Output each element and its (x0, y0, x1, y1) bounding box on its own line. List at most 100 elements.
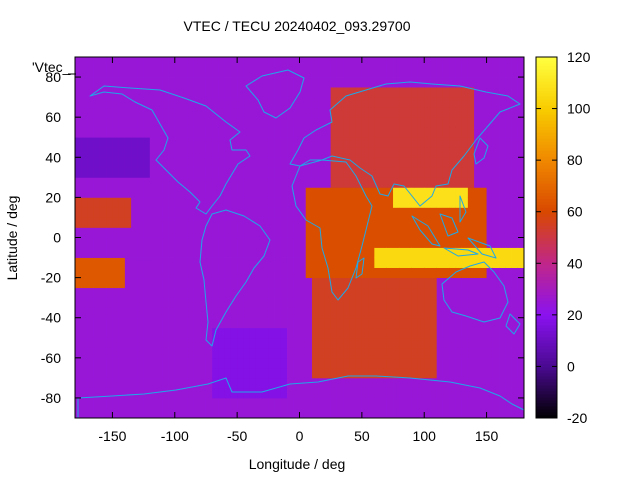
heatmap-cell (218, 387, 226, 399)
heatmap-cell (405, 97, 413, 108)
heatmap-cell (318, 207, 325, 218)
colorbar-segment (536, 408, 557, 413)
heatmap-cell (318, 137, 325, 148)
heatmap-cell (124, 167, 132, 178)
heatmap-cell (156, 357, 163, 369)
colorbar-segment (536, 243, 557, 248)
heatmap-cell (93, 157, 101, 168)
colorbar-segment (536, 291, 557, 296)
heatmap-cell (386, 117, 394, 128)
heatmap-cell (124, 347, 132, 359)
heatmap-cell (492, 227, 500, 238)
heatmap-cell (411, 387, 419, 399)
heatmap-cell (511, 227, 519, 238)
heatmap-cell (424, 127, 431, 138)
heatmap-cell (124, 267, 132, 279)
heatmap-cell (118, 297, 126, 309)
heatmap-cell (268, 67, 275, 78)
heatmap-cell (262, 257, 269, 268)
heatmap-cell (237, 87, 244, 98)
heatmap-cell (199, 137, 207, 148)
heatmap-cell (287, 287, 294, 299)
colorbar-segment (536, 123, 557, 127)
heatmap-cell (230, 167, 238, 178)
heatmap-cell (311, 147, 319, 158)
heatmap-cell (474, 177, 481, 188)
heatmap-cell (218, 117, 226, 128)
heatmap-cell (417, 67, 425, 78)
heatmap-cell (280, 57, 288, 68)
heatmap-cell (374, 107, 381, 118)
heatmap-cell (87, 407, 95, 419)
heatmap-cell (492, 197, 500, 208)
heatmap-cell (505, 107, 512, 118)
colorbar-segment (536, 57, 557, 61)
heatmap-cell (505, 327, 512, 339)
heatmap-cell (311, 87, 319, 98)
heatmap-cell (499, 147, 506, 158)
heatmap-cell (299, 277, 307, 289)
heatmap-cell (243, 387, 251, 399)
heatmap-cell (361, 107, 369, 118)
heatmap-cell (212, 397, 219, 409)
heatmap-cell (386, 257, 394, 268)
heatmap-cell (467, 257, 475, 268)
heatmap-cell (87, 377, 95, 389)
heatmap-cell (393, 347, 400, 359)
heatmap-cell (224, 407, 232, 419)
y-tick-label: -20 (41, 270, 61, 286)
heatmap-cell (393, 317, 400, 329)
heatmap-cell (131, 107, 138, 118)
heatmap-cell (293, 87, 300, 98)
heatmap-cell (324, 127, 332, 138)
heatmap-cell (430, 387, 438, 399)
heatmap-cell (168, 187, 176, 198)
heatmap-cell (149, 307, 157, 319)
heatmap-cell (87, 307, 95, 319)
heatmap-cell (162, 217, 169, 228)
heatmap-cell (380, 87, 388, 98)
heatmap-cell (318, 77, 325, 88)
heatmap-cell (424, 237, 431, 248)
heatmap-cell (212, 227, 219, 238)
heatmap-cell (511, 117, 519, 128)
heatmap-cell (449, 327, 456, 339)
heatmap-cell (174, 367, 182, 379)
heatmap-cell (355, 277, 363, 289)
heatmap-cell (131, 197, 138, 208)
heatmap-cell (249, 187, 257, 198)
heatmap-cell (517, 347, 525, 359)
heatmap-cell (368, 77, 375, 88)
heatmap-cell (430, 217, 438, 228)
heatmap-cell (193, 127, 201, 138)
heatmap-cell (255, 407, 263, 419)
heatmap-cell (467, 77, 475, 88)
colorbar-segment (536, 378, 557, 383)
heatmap-cell (112, 187, 120, 198)
heatmap-cell (324, 77, 332, 88)
heatmap-cell (162, 277, 169, 289)
heatmap-cell (280, 197, 288, 208)
heatmap-cell (87, 137, 95, 148)
heatmap-cell (305, 97, 313, 108)
heatmap-cell (474, 407, 481, 419)
heatmap-cell (230, 387, 238, 399)
heatmap-cell (361, 67, 369, 78)
heatmap-cell (349, 97, 357, 108)
heatmap-cell (311, 387, 319, 399)
heatmap-cell (399, 197, 406, 208)
heatmap-cell (499, 237, 506, 248)
heatmap-cell (268, 147, 275, 158)
heatmap-cell (274, 277, 282, 289)
heatmap-cell (368, 277, 375, 289)
heatmap-cell (262, 367, 269, 379)
colorbar-segment (536, 228, 557, 232)
colorbar-segment (536, 321, 557, 326)
colorbar-segment (536, 72, 557, 76)
heatmap-cell (293, 307, 300, 319)
heatmap-cell (424, 247, 431, 258)
heatmap-cell (405, 247, 413, 258)
heatmap-cell (218, 237, 226, 248)
heatmap-cell (87, 197, 95, 208)
heatmap-cell (411, 137, 419, 148)
